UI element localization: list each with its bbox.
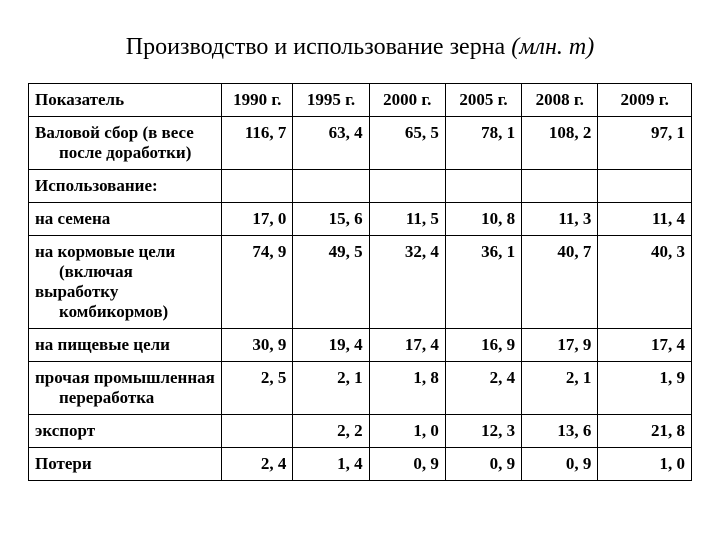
cell: 21, 8 [598,415,692,448]
page-title: Производство и использование зерна (млн.… [28,34,692,61]
cell: 17, 4 [369,329,445,362]
label-line: Валовой сбор (в весе [35,123,194,142]
col-2009: 2009 г. [598,84,692,117]
cell: 17, 9 [522,329,598,362]
row-losses: Потери 2, 4 1, 4 0, 9 0, 9 0, 9 1, 0 [29,448,692,481]
grain-table: Показатель 1990 г. 1995 г. 2000 г. 2005 … [28,83,692,481]
row-label: экспорт [29,415,222,448]
cell: 11, 5 [369,203,445,236]
cell: 17, 0 [222,203,293,236]
row-export: экспорт 2, 2 1, 0 12, 3 13, 6 21, 8 [29,415,692,448]
cell: 1, 0 [598,448,692,481]
cell: 15, 6 [293,203,369,236]
col-2008: 2008 г. [522,84,598,117]
col-2000: 2000 г. [369,84,445,117]
cell: 1, 4 [293,448,369,481]
cell: 0, 9 [445,448,521,481]
row-label: Использование: [29,170,222,203]
row-industrial: прочая промышленная переработка 2, 5 2, … [29,362,692,415]
cell [522,170,598,203]
title-units: (млн. т) [511,34,594,60]
col-1995: 1995 г. [293,84,369,117]
cell [222,170,293,203]
cell: 0, 9 [522,448,598,481]
cell: 1, 8 [369,362,445,415]
table-header-row: Показатель 1990 г. 1995 г. 2000 г. 2005 … [29,84,692,117]
cell: 30, 9 [222,329,293,362]
cell: 40, 3 [598,236,692,329]
cell: 78, 1 [445,117,521,170]
cell: 108, 2 [522,117,598,170]
cell: 63, 4 [293,117,369,170]
cell: 2, 4 [222,448,293,481]
cell: 10, 8 [445,203,521,236]
cell: 2, 1 [522,362,598,415]
cell: 12, 3 [445,415,521,448]
row-label: Валовой сбор (в весе после доработки) [29,117,222,170]
cell: 11, 3 [522,203,598,236]
cell: 1, 9 [598,362,692,415]
label-line: комбикормов) [35,302,168,321]
row-use-header: Использование: [29,170,692,203]
cell: 32, 4 [369,236,445,329]
cell: 2, 1 [293,362,369,415]
cell [369,170,445,203]
cell: 1, 0 [369,415,445,448]
row-food: на пищевые цели 30, 9 19, 4 17, 4 16, 9 … [29,329,692,362]
cell [598,170,692,203]
row-label: прочая промышленная переработка [29,362,222,415]
cell: 116, 7 [222,117,293,170]
row-label: на семена [29,203,222,236]
label-line: (включая выработку [35,262,133,301]
cell: 36, 1 [445,236,521,329]
title-main: Производство и использование зерна [126,34,511,60]
row-label: на кормовые цели (включая выработку комб… [29,236,222,329]
label-line: после доработки) [35,143,191,162]
cell: 65, 5 [369,117,445,170]
row-feed: на кормовые цели (включая выработку комб… [29,236,692,329]
cell: 16, 9 [445,329,521,362]
cell: 11, 4 [598,203,692,236]
cell: 97, 1 [598,117,692,170]
label-line: на кормовые цели [35,242,175,261]
row-seeds: на семена 17, 0 15, 6 11, 5 10, 8 11, 3 … [29,203,692,236]
cell: 2, 4 [445,362,521,415]
cell: 17, 4 [598,329,692,362]
cell [445,170,521,203]
cell [222,415,293,448]
cell: 49, 5 [293,236,369,329]
cell: 19, 4 [293,329,369,362]
row-label: на пищевые цели [29,329,222,362]
col-indicator: Показатель [29,84,222,117]
cell: 40, 7 [522,236,598,329]
label-line: прочая промышленная [35,368,215,387]
cell: 0, 9 [369,448,445,481]
col-2005: 2005 г. [445,84,521,117]
cell: 2, 2 [293,415,369,448]
row-label: Потери [29,448,222,481]
label-line: переработка [35,388,154,407]
cell: 74, 9 [222,236,293,329]
col-1990: 1990 г. [222,84,293,117]
cell: 13, 6 [522,415,598,448]
row-gross: Валовой сбор (в весе после доработки) 11… [29,117,692,170]
cell [293,170,369,203]
cell: 2, 5 [222,362,293,415]
